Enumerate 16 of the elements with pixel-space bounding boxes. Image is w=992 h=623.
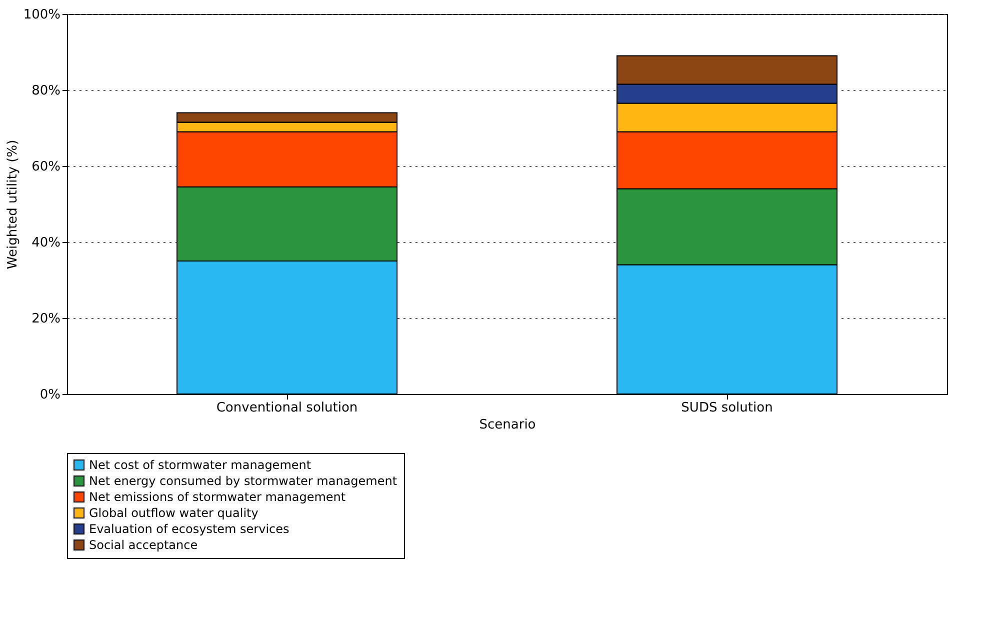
x-tick-label: Conventional solution [216, 400, 358, 416]
legend-label: Global outflow water quality [89, 506, 258, 520]
legend-label: Social acceptance [89, 538, 198, 552]
x-axis-title: Scenario [479, 418, 536, 432]
y-tick-label: 40% [32, 236, 60, 250]
legend-label: Net cost of stormwater management [89, 458, 312, 472]
legend-label: Evaluation of ecosystem services [89, 522, 290, 536]
y-axis-title: Weighted utility (%) [5, 140, 20, 270]
legend-label: Net emissions of stormwater management [89, 490, 346, 504]
legend-label: Net energy consumed by stormwater management [89, 474, 398, 488]
x-tick-label: SUDS solution [681, 400, 773, 416]
y-tick-label: 0% [40, 388, 60, 402]
y-tick-label: 60% [32, 160, 60, 174]
y-tick-label: 100% [23, 8, 60, 22]
y-tick-label: 20% [32, 312, 60, 326]
y-tick-label: 80% [32, 84, 60, 98]
